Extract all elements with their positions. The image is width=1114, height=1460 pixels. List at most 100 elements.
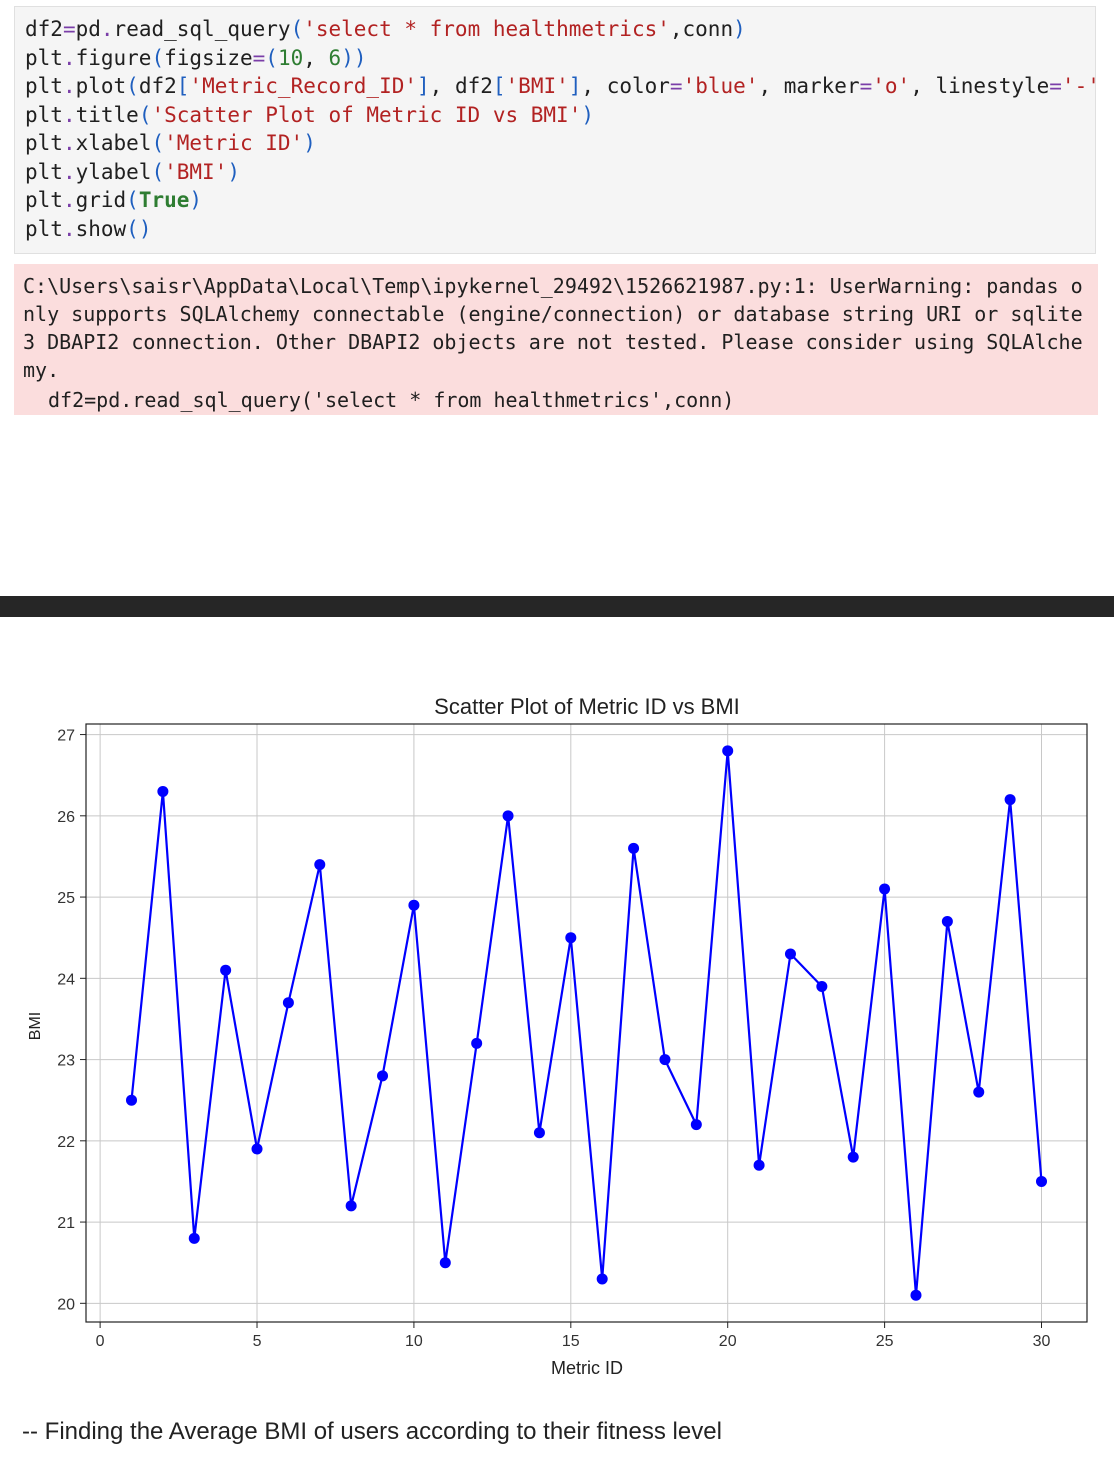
data-point <box>471 1037 483 1049</box>
code-token: plt <box>25 131 63 155</box>
code-token: . <box>100 17 114 41</box>
data-point <box>628 842 640 854</box>
data-point <box>847 1151 859 1163</box>
y-tick-label: 22 <box>57 1134 75 1151</box>
code-token: [ <box>176 74 190 98</box>
code-token: figsize <box>164 45 253 70</box>
code-token: = <box>1049 74 1062 98</box>
data-point <box>251 1143 263 1155</box>
code-token: = <box>859 74 873 98</box>
code-token: ) <box>581 102 594 127</box>
code-token: xlabel <box>75 131 152 155</box>
code-token: df2 <box>25 17 63 41</box>
data-point <box>722 745 734 757</box>
code-token: plt <box>25 102 63 127</box>
output-divider-bar <box>0 596 1114 617</box>
code-token: ] <box>568 74 582 98</box>
code-token: , linestyle <box>910 74 1050 98</box>
code-token: , df2 <box>429 74 493 98</box>
code-token: read_sql_query <box>113 17 291 41</box>
data-point <box>282 997 294 1009</box>
data-point <box>973 1086 985 1098</box>
bmi-series <box>126 745 1047 1301</box>
x-tick-label: 25 <box>876 1333 894 1350</box>
data-point <box>816 980 828 992</box>
code-line: plt.grid(True) <box>25 188 202 212</box>
code-token: 'BMI' <box>505 74 569 98</box>
code-token: ) <box>733 17 746 41</box>
data-point <box>879 883 891 895</box>
data-point <box>941 915 953 927</box>
code-token: ( <box>290 17 304 41</box>
code-token: . <box>62 159 76 184</box>
code-line: plt.plot(df2['Metric_Record_ID'], df2['B… <box>25 74 1095 98</box>
code-token: ( <box>265 45 278 70</box>
code-token: ylabel <box>75 159 152 184</box>
code-token: 'select * from healthmetrics' <box>303 17 670 41</box>
warning-code-line: df2=pd.read_sql_query('select * from hea… <box>48 388 735 412</box>
code-line: plt.xlabel('Metric ID') <box>25 131 316 155</box>
code-token: title <box>75 102 139 127</box>
x-tick-label: 30 <box>1033 1333 1051 1350</box>
code-token: ( <box>138 102 152 127</box>
chart-title: Scatter Plot of Metric ID vs BMI <box>434 694 740 719</box>
code-token: plot <box>75 74 127 98</box>
warning-output: C:\Users\saisr\AppData\Local\Temp\ipyker… <box>14 264 1098 415</box>
x-tick-label: 10 <box>405 1333 423 1350</box>
code-token: ,conn <box>669 17 734 41</box>
code-token: ( <box>151 131 165 155</box>
code-token: 'o' <box>872 74 911 98</box>
code-token: df2 <box>138 74 177 98</box>
data-point <box>910 1289 922 1301</box>
code-line: plt.ylabel('BMI') <box>25 160 240 184</box>
x-axis-label: Metric ID <box>551 1358 623 1378</box>
code-token: 10 <box>277 45 304 70</box>
data-point <box>753 1159 765 1171</box>
code-token: 'Scatter Plot of Metric ID vs BMI' <box>151 102 582 127</box>
code-token: ) <box>303 131 316 155</box>
code-token: figure <box>75 45 152 70</box>
code-token: 6 <box>328 45 342 70</box>
data-point <box>596 1273 608 1285</box>
code-token: 'blue' <box>682 74 759 98</box>
data-point <box>188 1232 200 1244</box>
data-point <box>1036 1175 1047 1187</box>
y-axis-label: BMI <box>27 1012 44 1040</box>
data-point <box>220 964 232 976</box>
x-tick-label: 5 <box>253 1333 262 1350</box>
code-cell[interactable]: df2=pd.read_sql_query('select * from hea… <box>14 6 1096 254</box>
code-token: = <box>62 17 76 41</box>
data-point <box>314 859 326 871</box>
code-token: grid <box>75 188 127 212</box>
code-token: 'Metric ID' <box>164 131 304 155</box>
y-tick-label: 24 <box>57 971 75 988</box>
grid-lines <box>86 724 1087 1322</box>
series-line <box>130 749 1043 1297</box>
code-token: . <box>62 188 76 212</box>
code-token: . <box>62 102 76 127</box>
data-point <box>502 810 514 822</box>
code-token: . <box>62 216 76 241</box>
code-line: df2=pd.read_sql_query('select * from hea… <box>25 17 746 41</box>
y-tick-label: 20 <box>57 1296 75 1313</box>
code-token: () <box>126 216 152 241</box>
x-tick-label: 0 <box>96 1333 105 1350</box>
code-token: )) <box>341 45 367 70</box>
data-point <box>784 948 796 960</box>
x-tick-label: 15 <box>562 1333 580 1350</box>
data-point <box>533 1127 545 1139</box>
data-point <box>345 1200 357 1212</box>
code-token: ( <box>126 188 139 212</box>
code-token: ) <box>227 159 240 184</box>
code-token: pd <box>75 17 101 41</box>
code-line: plt.title('Scatter Plot of Metric ID vs … <box>25 103 594 127</box>
y-tick-label: 25 <box>57 890 75 907</box>
code-token: , color <box>581 74 670 98</box>
y-tick-label: 21 <box>57 1215 75 1232</box>
code-token: ( <box>151 159 165 184</box>
data-point <box>377 1070 389 1082</box>
data-point <box>439 1257 451 1269</box>
data-point <box>659 1054 671 1066</box>
code-token: = <box>669 74 683 98</box>
code-token: , marker <box>758 74 860 98</box>
